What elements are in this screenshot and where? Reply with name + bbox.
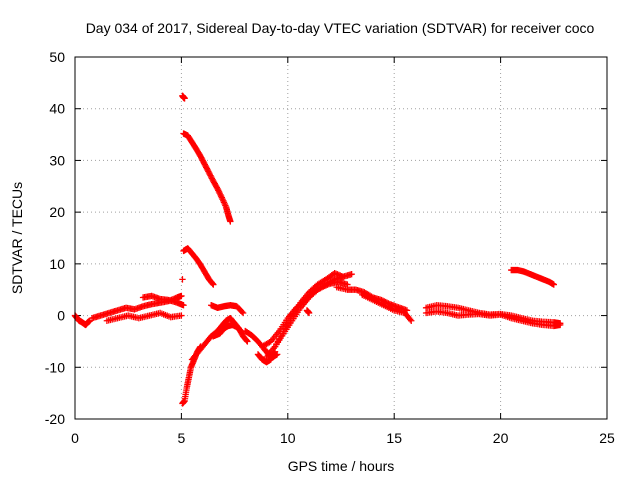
data-point-plus <box>215 188 223 196</box>
data-point-plus <box>237 327 244 334</box>
data-point-plus <box>181 95 188 102</box>
data-point-plus <box>179 276 186 283</box>
series-morning-arc <box>139 292 187 309</box>
data-point-plus <box>217 192 225 200</box>
x-tick-label: 5 <box>178 430 186 446</box>
series-rise-band-3 <box>259 278 351 350</box>
x-tick-label: 25 <box>599 430 615 446</box>
data-point-plus <box>236 326 243 333</box>
series-spike-42 <box>179 92 188 102</box>
data-point-plus <box>217 191 224 198</box>
data-marks <box>71 92 564 407</box>
data-point-plus <box>178 312 185 319</box>
data-point-plus <box>216 190 223 197</box>
y-tick-label: 0 <box>57 308 65 324</box>
y-tick-label: -10 <box>45 359 65 375</box>
data-point-plus <box>180 302 187 309</box>
data-point-plus <box>550 281 557 288</box>
series-afternoon-lower <box>359 291 415 324</box>
data-point-plus <box>317 284 324 292</box>
y-tick-label: 30 <box>49 152 65 168</box>
data-point-plus <box>243 337 250 344</box>
x-tick-label: 20 <box>493 430 509 446</box>
x-axis-label: GPS time / hours <box>288 458 395 474</box>
x-tick-label: 15 <box>386 430 402 446</box>
y-tick-label: 40 <box>49 101 65 117</box>
x-tick-label: 0 <box>71 430 79 446</box>
grid-lines <box>75 57 607 419</box>
y-tick-label: 10 <box>49 256 65 272</box>
series-evening-lower <box>422 308 564 330</box>
series-bump-2 <box>207 302 247 317</box>
data-point-plus <box>178 292 185 300</box>
data-point-plus <box>408 317 415 324</box>
data-point-plus <box>238 308 246 316</box>
y-tick-label: 20 <box>49 204 65 220</box>
chart-title: Day 034 of 2017, Sidereal Day-to-day VTE… <box>86 20 595 36</box>
x-tick-label: 10 <box>280 430 296 446</box>
series-morning-lower <box>103 309 185 324</box>
data-point-plus <box>239 309 247 317</box>
y-tick-label: -20 <box>45 411 65 427</box>
series-late-arc-9 <box>508 266 557 288</box>
data-point-plus <box>214 185 221 193</box>
data-point-plus <box>209 280 216 287</box>
axis-ticks: 0 5 10 15 20 25 -20 -10 0 10 20 30 40 50 <box>45 49 615 446</box>
y-axis-label: SDTVAR / TECUs <box>9 182 25 294</box>
data-point-plus <box>406 316 414 323</box>
data-point-plus <box>556 321 564 329</box>
series-recovery-minus5 <box>188 314 251 363</box>
series-morning-upper <box>88 292 185 322</box>
plot-frame <box>74 56 608 420</box>
series-decline-13 <box>180 245 217 288</box>
data-point-plus <box>215 187 222 194</box>
series-decline-35 <box>180 130 234 225</box>
series-outlier-11 <box>303 307 313 317</box>
series-outlier-7 <box>179 276 186 283</box>
data-point-plus <box>348 271 355 278</box>
data-point-plus <box>227 218 234 225</box>
data-point-plus <box>244 338 251 345</box>
data-point-plus <box>210 281 217 288</box>
data-point-plus <box>305 309 313 317</box>
y-tick-label: 50 <box>49 49 65 65</box>
